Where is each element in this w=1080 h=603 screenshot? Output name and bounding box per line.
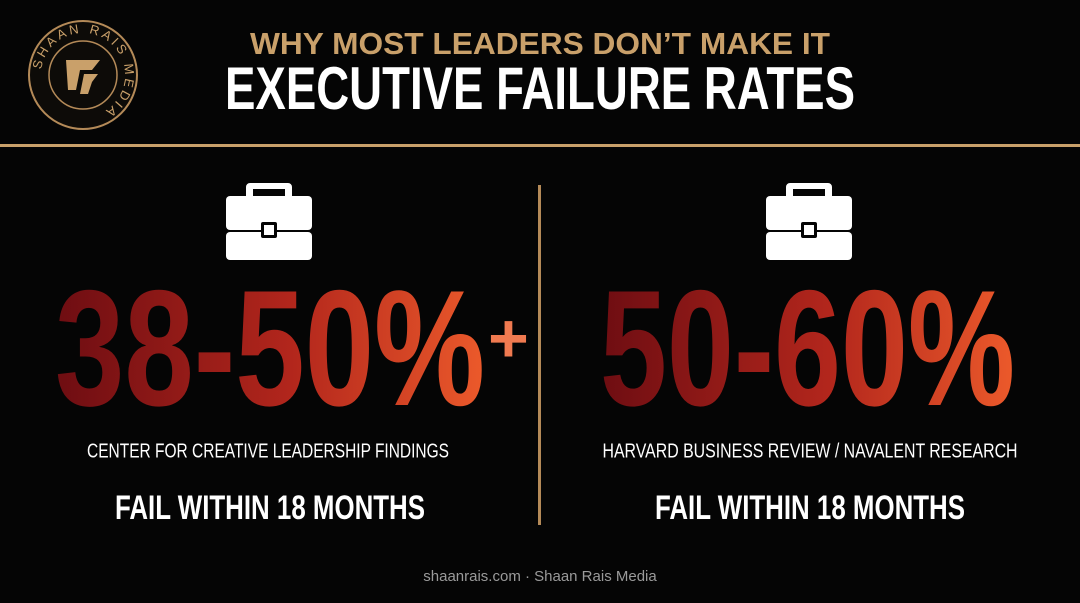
briefcase-icon: [766, 183, 852, 260]
logo: SHAAN RAIS MEDIA: [28, 20, 138, 130]
title: EXECUTIVE FAILURE RATES: [225, 55, 855, 122]
kicker: WHY MOST LEADERS DON’T MAKE IT: [250, 26, 830, 61]
footer: shaanrais.com · Shaan Rais Media: [423, 568, 657, 585]
stat: 50-60%: [600, 256, 1015, 440]
caption: FAIL WITHIN 18 MONTHS: [115, 489, 425, 527]
stat-suffix: +: [488, 299, 529, 377]
source: CENTER FOR CREATIVE LEADERSHIP FINDINGS: [87, 440, 449, 462]
source: HARVARD BUSINESS REVIEW / NAVALENT RESEA…: [603, 440, 1018, 462]
divider: [538, 185, 541, 525]
briefcase-icon: [226, 183, 312, 260]
header-rule: [0, 144, 1080, 147]
caption: FAIL WITHIN 18 MONTHS: [655, 489, 965, 527]
stat: 38-50%: [55, 256, 485, 440]
